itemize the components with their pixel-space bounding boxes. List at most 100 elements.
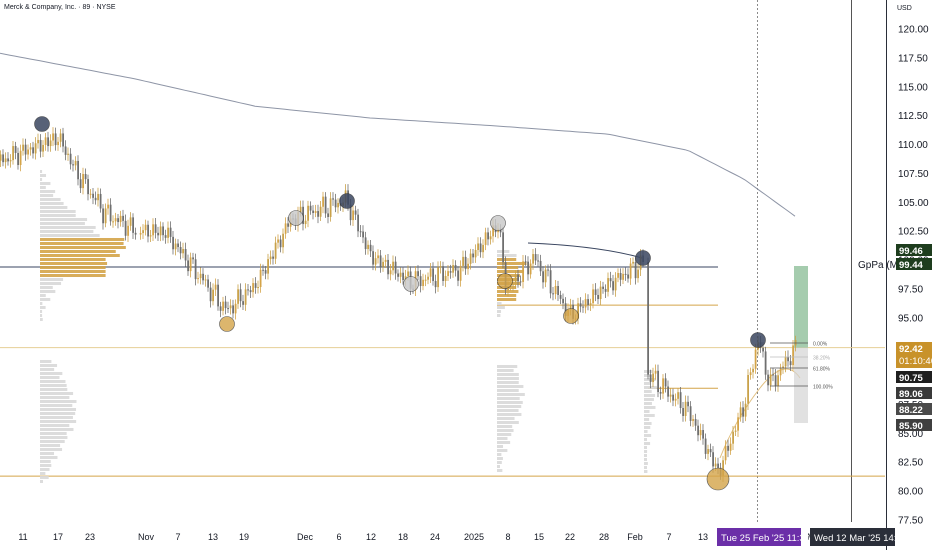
volume-profile-bar	[40, 286, 53, 289]
candle-body	[542, 271, 544, 283]
x-tick-label: Feb	[627, 532, 643, 542]
candle-body	[702, 430, 704, 439]
x-tick-label: 17	[53, 532, 63, 542]
candle-body	[47, 137, 49, 147]
candle-body	[429, 268, 432, 277]
candle-body	[12, 146, 14, 161]
x-tick-label: 2025	[464, 532, 484, 542]
moving-average-line	[0, 52, 796, 217]
candle-body	[109, 204, 112, 222]
candle-body	[549, 270, 552, 294]
candle-body	[127, 225, 129, 236]
candle-body	[62, 133, 64, 147]
volume-profile-bar	[40, 400, 77, 403]
candle-body	[337, 202, 339, 208]
volume-profile-bar	[40, 310, 43, 313]
candle-body	[327, 213, 329, 217]
candle-body	[397, 273, 399, 277]
candle-body	[689, 406, 692, 421]
candle-body	[507, 286, 509, 291]
price-badge: 99.44	[896, 258, 932, 271]
x-tick-label: 23	[85, 532, 95, 542]
volume-profile-bar	[40, 472, 46, 475]
volume-profile-bar	[497, 401, 523, 404]
volume-profile-bar	[40, 290, 56, 293]
candle-body	[472, 253, 474, 258]
candle-body	[699, 430, 702, 436]
candle-body	[4, 158, 7, 163]
candle-body	[584, 299, 587, 308]
candle-body	[259, 269, 262, 288]
candle-body	[359, 231, 362, 233]
price-badge: 88.22	[896, 403, 932, 416]
candle-body	[552, 293, 554, 295]
candle-body	[284, 223, 287, 234]
candle-body	[599, 286, 602, 300]
candle-body	[72, 164, 74, 166]
volume-profile-bar	[40, 234, 100, 237]
y-tick-label: 97.50	[898, 284, 923, 295]
candle-body	[307, 205, 309, 221]
candle-body	[97, 193, 99, 201]
candle-body	[557, 285, 559, 295]
candle-body	[749, 372, 752, 376]
pivot-node-icon	[339, 193, 355, 209]
volume-profile-bar	[40, 480, 43, 483]
candle-body	[304, 220, 307, 225]
volume-profile-bar	[40, 456, 58, 459]
candle-body	[597, 294, 599, 300]
candle-body	[617, 273, 619, 278]
volume-profile-bar	[40, 444, 61, 447]
volume-profile-bar	[644, 414, 655, 417]
candle-body	[17, 152, 19, 166]
volume-profile-bar	[497, 266, 519, 269]
candle-body	[527, 261, 529, 275]
x-tick-label: 6	[336, 532, 341, 542]
candle-body	[579, 303, 582, 307]
candle-body	[287, 223, 289, 227]
candle-body	[402, 272, 404, 281]
volume-profile-bar	[644, 458, 647, 461]
candle-body	[732, 431, 734, 444]
symbol-title: Merck & Company, Inc. · 89 · NYSE	[4, 4, 116, 11]
volume-profile-bar	[497, 421, 519, 424]
candle-body	[784, 356, 787, 367]
price-badge-text: 90.75	[899, 373, 923, 384]
candle-body	[657, 370, 659, 393]
candle-body	[677, 392, 679, 399]
price-badge: 89.06	[896, 387, 932, 400]
candle-body	[212, 289, 214, 302]
candle-body	[619, 273, 622, 280]
candle-body	[529, 263, 532, 275]
volume-profile-bar	[497, 298, 517, 301]
candle-body	[99, 193, 102, 209]
volume-profile-bar	[40, 468, 50, 471]
candle-body	[594, 289, 597, 295]
candle-body	[59, 133, 62, 142]
candle-body	[194, 259, 197, 280]
candle-body	[267, 259, 269, 274]
fib-level-label: 61.80%	[813, 367, 831, 373]
y-tick-label: 82.50	[898, 458, 923, 469]
volume-profile-bar	[40, 464, 52, 467]
candle-body	[659, 392, 662, 394]
candle-body	[514, 274, 517, 285]
volume-profile-bar	[40, 380, 66, 383]
candle-body	[687, 401, 689, 407]
volume-profile-bar	[40, 222, 85, 225]
x-tick-label: 7	[666, 532, 671, 542]
candle-body	[464, 256, 467, 270]
candle-body	[192, 257, 194, 260]
candle-body	[167, 227, 169, 238]
candle-body	[332, 198, 334, 200]
candle-body	[147, 224, 149, 237]
volume-profile-bar	[644, 382, 651, 385]
candle-body	[207, 279, 209, 288]
candle-body	[592, 289, 594, 304]
candle-body	[624, 273, 627, 275]
candle-body	[522, 261, 524, 282]
candle-body	[679, 392, 682, 408]
candle-body	[544, 269, 547, 283]
